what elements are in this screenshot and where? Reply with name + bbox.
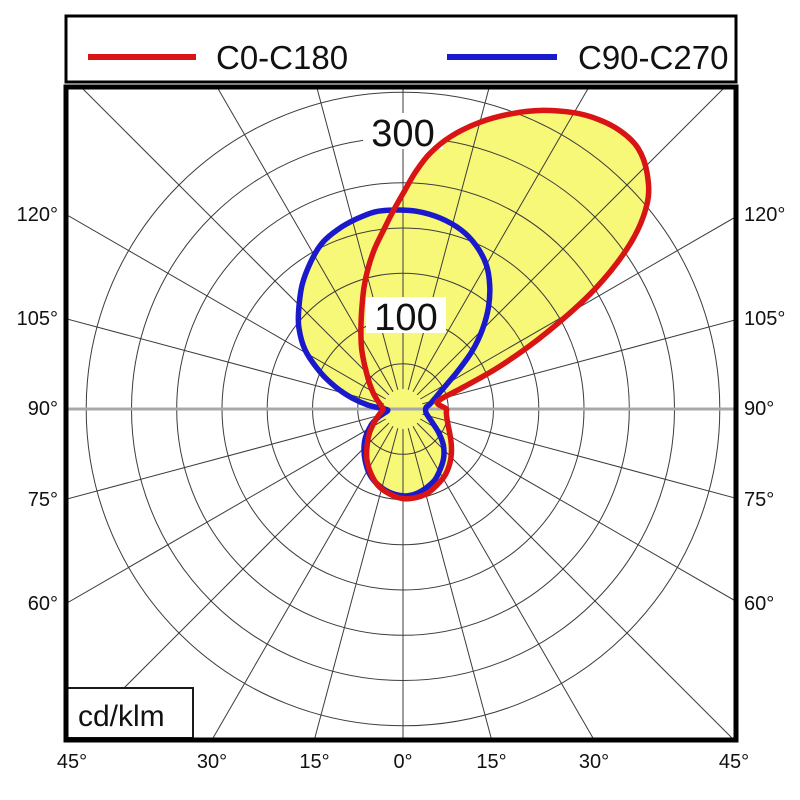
grid-radial-line-255 xyxy=(68,318,384,405)
grid-radial-line-330 xyxy=(212,426,394,738)
plot-border xyxy=(63,84,739,743)
angle-label-right-90: 90° xyxy=(744,398,774,420)
legend-frame xyxy=(64,14,738,84)
grid-radial-line-225 xyxy=(82,89,390,396)
angle-label-right-60: 60° xyxy=(744,593,774,615)
angle-label-bottom-15l: 15° xyxy=(299,751,329,773)
tick-label-300: 300 xyxy=(371,113,434,155)
intensity-curve-layer xyxy=(295,107,652,502)
angle-label-bottom-30r: 30° xyxy=(579,751,609,773)
angle-label-bottom-45r: 45° xyxy=(719,751,749,773)
grid-radial-line-210 xyxy=(217,89,394,392)
angle-label-left-75: 75° xyxy=(28,489,58,511)
legend-label-c90-c270: C90-C270 xyxy=(578,39,728,76)
legend: C0-C180 C90-C270 xyxy=(64,14,738,84)
grid-radial-line-15 xyxy=(407,428,492,738)
angle-label-bottom-30l: 30° xyxy=(197,751,227,773)
angle-labels-right: 120° 105° 90° 75° 60° xyxy=(744,204,785,615)
radial-tick-labels: 300 100 xyxy=(363,113,446,339)
angle-labels-left: 120° 105° 90° 75° 60° xyxy=(17,204,58,615)
angle-label-left-120: 120° xyxy=(17,204,58,226)
intensity-curve-c0-c180 xyxy=(358,107,652,502)
grid-radial-line-105 xyxy=(422,319,734,405)
grid-radial-line-75 xyxy=(422,413,734,499)
angle-label-right-120: 120° xyxy=(744,204,785,226)
legend-label-c0-c180: C0-C180 xyxy=(216,39,348,76)
grid-radial-line-135 xyxy=(416,89,724,396)
grid-radial-line-285 xyxy=(68,413,384,500)
grid-radial-line-30 xyxy=(412,426,594,738)
grid-radial-line-240 xyxy=(68,214,386,400)
tick-label-100: 100 xyxy=(374,297,437,339)
angle-labels-bottom: 45° 30° 15° 0° 15° 30° 45° xyxy=(57,751,749,773)
grid-radial-line-45 xyxy=(416,422,733,738)
grid-radial-line-120 xyxy=(420,217,734,400)
tick-label-100-backplate xyxy=(366,297,446,333)
grid-radial-line-345 xyxy=(314,428,399,738)
angle-label-bottom-15r: 15° xyxy=(476,751,506,773)
angle-label-left-105: 105° xyxy=(17,308,58,330)
intensity-fill-c90-c270 xyxy=(298,209,490,496)
angle-label-right-105: 105° xyxy=(744,308,785,330)
angle-label-left-60: 60° xyxy=(28,593,58,615)
grid-radial-line-60 xyxy=(420,418,734,601)
grid-radial-line-150 xyxy=(412,89,589,392)
unit-label: cd/klm xyxy=(78,700,165,733)
angle-label-bottom-45l: 45° xyxy=(57,751,87,773)
angle-label-right-75: 75° xyxy=(744,489,774,511)
grid-radial-line-300 xyxy=(68,418,386,604)
angle-label-bottom-0: 0° xyxy=(393,751,412,773)
tick-label-300-backplate xyxy=(363,113,443,149)
unit-box-frame xyxy=(66,687,194,739)
angle-label-left-90: 90° xyxy=(28,398,58,420)
unit-box: cd/klm xyxy=(66,687,194,739)
